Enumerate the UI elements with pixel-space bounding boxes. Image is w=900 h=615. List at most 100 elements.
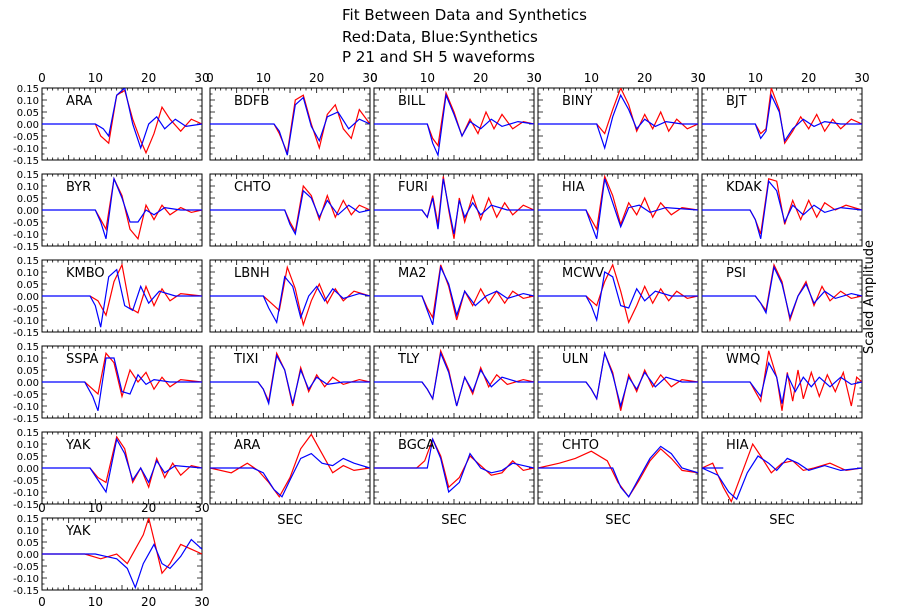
synthetic-trace [374,92,534,158]
panel-chto-p: CHTO [209,173,371,247]
panel-tixi-p: TIXI [209,345,371,419]
panel-ticks [209,259,371,333]
synthetic-trace [210,353,370,406]
panel-bill-p: BILL 0 10 20 30 [370,71,542,161]
station-label: CHTO [234,180,271,195]
y-tick-label: -0.15 [13,586,39,597]
y-tick-label: 0.05 [17,366,39,377]
panel-ticks [373,345,535,419]
panel-ticks [209,87,371,161]
y-tick-label: -0.15 [13,156,39,167]
y-tick-label: 0.00 [17,292,39,303]
station-label: BDFB [234,94,269,109]
data-trace [94,176,202,241]
y-tick-label: 0.15 [17,514,39,525]
y-tick-label: 0.05 [17,280,39,291]
panel-ticks [209,345,371,419]
panel-ticks [41,259,203,333]
panel-ticks [537,173,699,247]
synthetic-trace [538,350,698,409]
panel-ticks [537,87,699,161]
y-tick-label: 0.00 [17,378,39,389]
station-label: MA2 [398,266,426,281]
panel-tly-p: TLY [373,345,535,419]
synthetic-trace [538,445,698,498]
panel-ara-sh: ARA SEC [209,431,371,528]
data-trace [585,263,698,325]
x-tick-label: 30 [194,501,209,515]
y-tick-label: -0.05 [13,218,39,229]
x-tick-label: 0 [38,71,46,85]
panel-wmq-p: WMQ [701,345,863,419]
synthetic-trace [374,351,534,407]
station-label: SSPA [66,352,99,367]
synthetic-trace [702,93,862,143]
data-trace [42,518,202,575]
y-tick-label: -0.10 [13,574,39,585]
x-tick-label: 30 [526,71,541,85]
y-tick-label: -0.15 [13,500,39,511]
station-label: YAK [65,524,91,539]
y-tick-label: 0.00 [17,206,39,217]
y-tick-label: 0.05 [17,538,39,549]
y-tick-label: -0.15 [13,414,39,425]
x-tick-label: 20 [309,71,324,85]
panel-bdfb-p: BDFB 0 10 20 30 [206,71,378,161]
panel-ticks [41,345,203,419]
y-tick-label: 0.15 [17,84,39,95]
panel-ticks [701,173,863,247]
panel-ticks [537,259,699,333]
x-tick-label-bottom: 0 [38,595,46,609]
synthetic-trace [538,93,698,151]
synthetic-trace [210,275,370,325]
data-trace [538,447,698,498]
x-tick-label-bottom: 20 [141,595,156,609]
station-label: HIA [726,438,749,453]
station-label: PSI [726,266,746,281]
y-tick-label: -0.10 [13,402,39,413]
synthetic-trace [538,271,698,323]
panel-chto-sh: CHTO SEC [537,431,699,528]
synthetic-trace [374,437,534,494]
station-label: HIA [562,180,585,195]
x-tick-label: 20 [141,71,156,85]
station-label: MCWV [562,266,604,281]
x-tick-label-bottom: 10 [88,595,103,609]
panel-ticks [537,345,699,419]
synthetic-trace [42,176,202,239]
title-line-2: Red:Data, Blue:Synthetics [342,28,538,46]
station-label: TLY [397,352,419,367]
synthetic-trace [374,178,534,235]
panel-lbnh-p: LBNH [209,259,371,333]
y-tick-label: 0.00 [17,550,39,561]
y-tick-label: 0.10 [17,96,39,107]
x-tick-label: 20 [141,501,156,515]
panel-hia-sh: HIA SEC [701,431,863,528]
synthetic-trace [702,455,862,501]
synthetic-trace [210,452,370,498]
station-label: ARA [234,438,260,453]
panel-ma2-p: MA2 [373,259,535,333]
panel-yak-p: YAK 0.150.100.050.00-0.05-0.10-0.15 [13,428,203,511]
panel-psi-p: PSI [701,259,863,333]
synthetic-trace [538,178,698,240]
synthetic-trace [702,265,862,320]
x-tick-label: 10 [256,71,271,85]
y-tick-label: 0.10 [17,526,39,537]
station-label: BYR [66,180,91,195]
data-trace [421,176,534,239]
data-trace [421,264,534,321]
synthetic-trace [210,189,370,236]
panel-byr-p: BYR 0.150.100.050.00-0.05-0.10-0.15 [13,170,203,253]
panel-sspa-p: SSPA 0.150.100.050.00-0.05-0.10-0.15 [13,342,203,425]
data-trace [84,351,202,399]
y-tick-label: 0.15 [17,342,39,353]
panel-bgca-sh: BGCA SEC [373,431,535,528]
y-tick-label: 0.05 [17,452,39,463]
data-trace [585,174,698,232]
y-tick-label: -0.10 [13,230,39,241]
panel-ticks [701,87,863,161]
panel-ticks [373,259,535,333]
